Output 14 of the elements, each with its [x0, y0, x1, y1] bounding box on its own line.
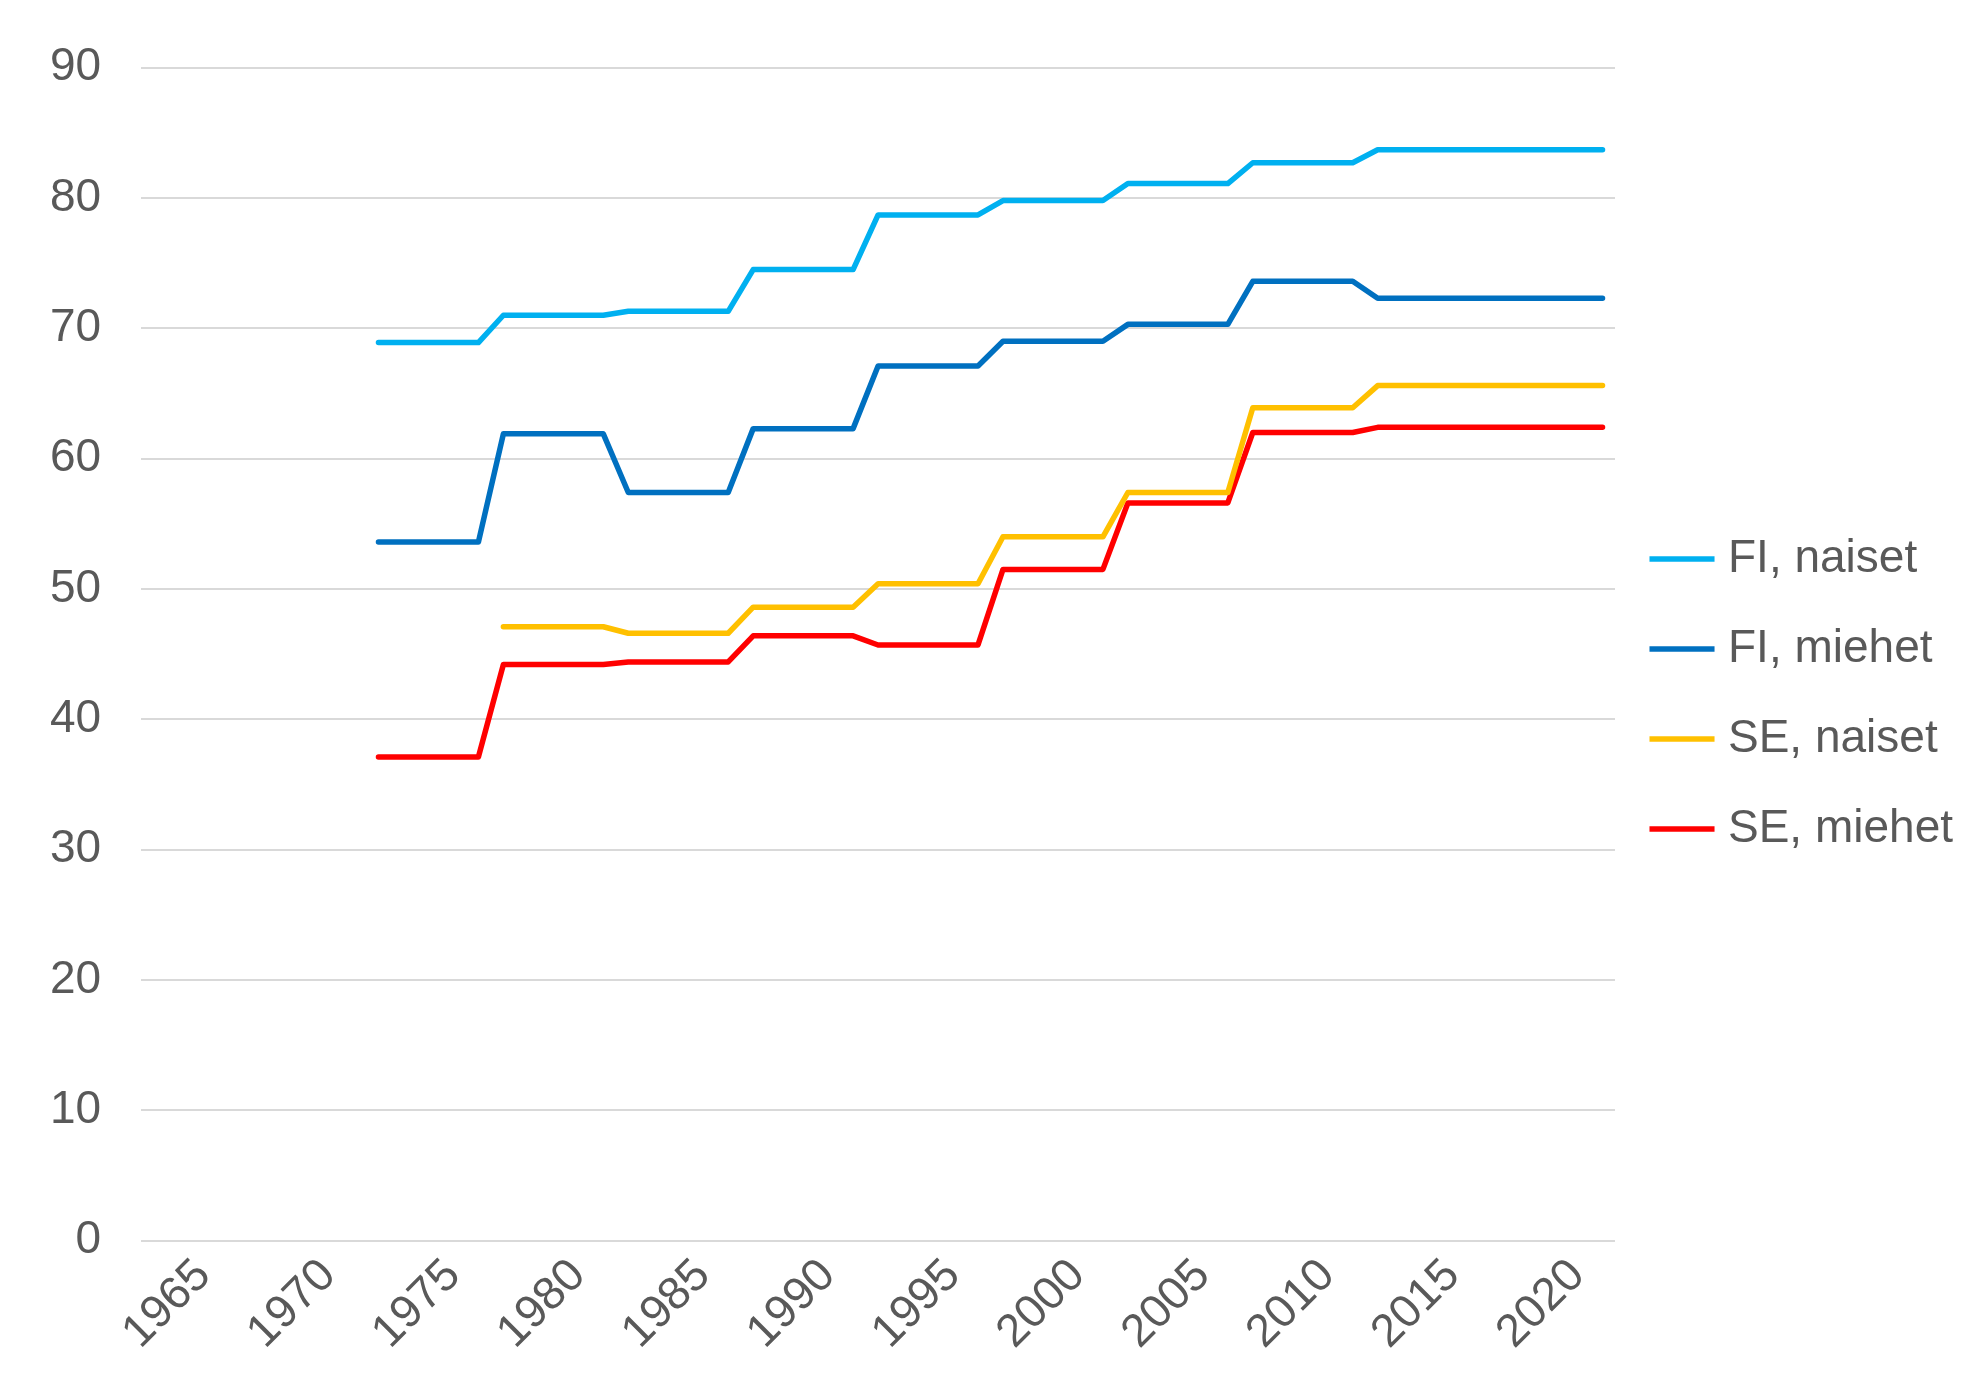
y-tick-label: 40 — [49, 689, 102, 742]
y-tick-label: 90 — [49, 38, 102, 91]
legend-label: SE, naiset — [1728, 709, 1938, 762]
y-tick-label: 80 — [49, 168, 102, 221]
y-tick-label: 10 — [49, 1080, 102, 1133]
y-tick-label: 20 — [49, 950, 102, 1003]
y-tick-label: 70 — [49, 298, 102, 351]
y-tick-label: 60 — [49, 429, 102, 482]
legend-label: FI, miehet — [1728, 619, 1933, 672]
legend-label: SE, miehet — [1728, 799, 1954, 852]
y-tick-label: 0 — [75, 1211, 102, 1264]
y-tick-label: 30 — [49, 820, 102, 873]
legend-label: FI, naiset — [1728, 529, 1918, 582]
y-tick-label: 50 — [49, 559, 102, 612]
